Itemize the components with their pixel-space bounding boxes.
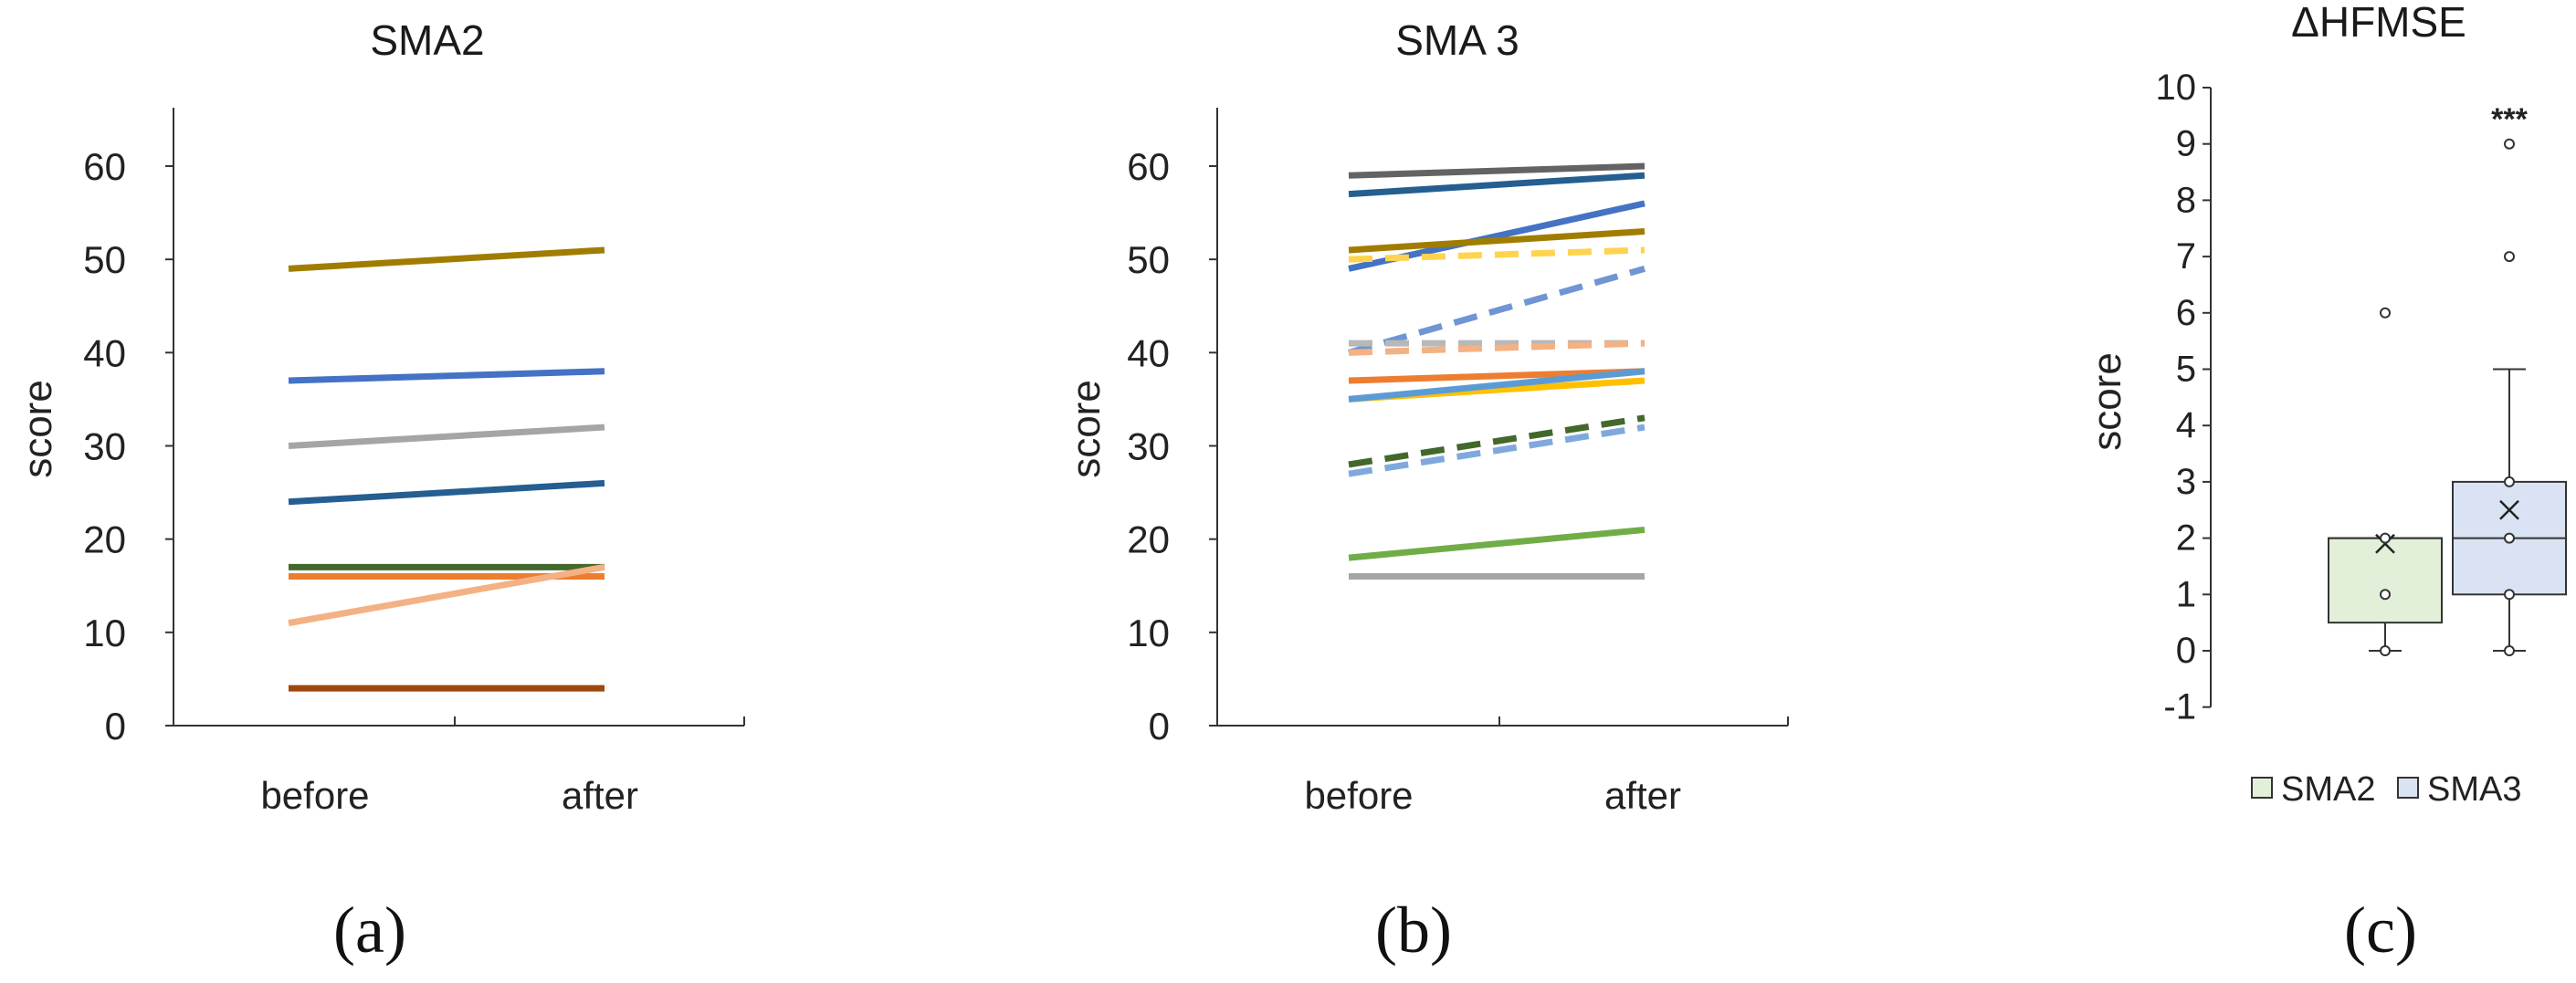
legend-swatch-sma3 (2397, 777, 2419, 799)
c-ytick-label: 8 (2176, 180, 2196, 220)
c-ytick-label: 9 (2176, 124, 2196, 164)
c-ytick-label: 3 (2176, 462, 2196, 502)
b-ytick-label: 0 (1149, 705, 1170, 748)
c-ytick-label: 4 (2176, 405, 2196, 445)
panel-a-series (288, 246, 605, 692)
a-ytick-label: 60 (83, 145, 126, 188)
b-series-line-1 (1348, 162, 1645, 179)
c-ytick-label: 7 (2176, 236, 2196, 277)
c-ytick-label: 5 (2176, 350, 2196, 390)
panel-a-xtick-after: after (562, 774, 638, 817)
panel-c-boxes (2328, 138, 2567, 656)
c-box-sma3-point (2504, 589, 2515, 601)
panel-c-legend: SMA2 SMA3 (2251, 770, 2521, 809)
b-series-line-11 (1348, 368, 1645, 403)
c-box-sma2-point (2380, 307, 2391, 319)
b-series-line-2 (1348, 172, 1645, 198)
c-box-sma2-point (2380, 589, 2391, 601)
panel-a-axes: 0 10 20 30 40 50 60 (83, 108, 745, 748)
c-ytick-label: 1 (2176, 574, 2196, 614)
b-series-line-13 (1348, 424, 1645, 477)
b-series-line-5 (1348, 246, 1645, 263)
a-ytick-label: 10 (83, 612, 126, 654)
panel-b: SMA 3 score 0 10 20 30 40 50 60 before after (… (1064, 16, 1789, 967)
b-ytick-label: 40 (1127, 331, 1170, 374)
b-series-line-4 (1348, 228, 1645, 254)
panel-b-xtick-before: before (1304, 774, 1413, 817)
legend-label-sma2: SMA2 (2281, 770, 2375, 809)
panel-b-ylabel: score (1064, 380, 1109, 478)
panel-c-ylabel: score (2085, 352, 2129, 451)
legend-label-sma3: SMA3 (2427, 770, 2521, 809)
panel-a-ylabel: score (16, 380, 60, 478)
panel-b-axes: 0 10 20 30 40 50 60 (1127, 108, 1789, 748)
panel-c-significance: *** (2491, 102, 2528, 137)
c-box-sma3-point (2504, 532, 2515, 544)
c-box-sma3-point (2504, 476, 2515, 487)
a-series-line-3 (288, 424, 605, 449)
panel-b-xtick-after: after (1604, 774, 1681, 817)
a-series-line-4 (288, 479, 605, 506)
panel-a-xtick-before: before (260, 774, 369, 817)
c-box-sma2-point (2380, 532, 2391, 544)
c-ytick-label: -1 (2163, 687, 2196, 727)
panel-c-title: ΔHFMSE (2291, 0, 2466, 46)
a-ytick-label: 0 (105, 705, 126, 748)
b-ytick-label: 50 (1127, 238, 1170, 281)
b-series-line-14 (1348, 526, 1645, 561)
a-ytick-label: 50 (83, 238, 126, 281)
c-box-sma3-mean-marker (2499, 499, 2519, 520)
c-ytick-label: 0 (2176, 631, 2196, 671)
legend-swatch-sma2 (2251, 777, 2273, 799)
b-series-line-8 (1348, 340, 1645, 356)
panel-c-axes: -1 0 1 2 3 4 5 6 7 8 9 10 (2156, 68, 2212, 727)
a-ytick-label: 30 (83, 425, 126, 468)
c-ytick-label: 10 (2156, 68, 2197, 108)
panel-b-series (1348, 162, 1645, 580)
panel-c: ΔHFMSE score -1 0 1 2 3 4 5 6 7 8 9 10 *** SMA2 SMA… (2085, 0, 2567, 967)
b-series-line-6 (1348, 266, 1645, 356)
a-ytick-label: 20 (83, 518, 126, 561)
panel-a-title: SMA2 (370, 16, 484, 64)
b-ytick-label: 30 (1127, 425, 1170, 468)
a-series-line-2 (288, 368, 605, 384)
panel-c-label: (c) (2344, 894, 2417, 967)
c-box-sma3-point (2504, 645, 2515, 656)
c-ytick-label: 6 (2176, 293, 2196, 333)
panel-b-label: (b) (1375, 894, 1452, 967)
panel-b-title: SMA 3 (1395, 16, 1519, 64)
panel-a-label: (a) (333, 894, 406, 967)
c-box-sma2-iqr-box (2328, 537, 2443, 624)
b-ytick-label: 60 (1127, 145, 1170, 188)
c-ytick-label: 2 (2176, 518, 2196, 559)
c-box-sma3-point (2504, 251, 2515, 263)
a-series-line-7 (288, 563, 605, 627)
c-box-sma3-point (2504, 138, 2515, 150)
c-box-sma2-point (2380, 645, 2391, 656)
b-ytick-label: 20 (1127, 518, 1170, 561)
a-series-line-1 (288, 246, 605, 272)
b-series-line-12 (1348, 414, 1645, 468)
c-box-sma2-mean-marker (2375, 533, 2395, 554)
panel-a: SMA2 score 0 10 20 30 40 50 60 before after (a… (16, 16, 745, 967)
a-ytick-label: 40 (83, 331, 126, 374)
b-ytick-label: 10 (1127, 612, 1170, 654)
